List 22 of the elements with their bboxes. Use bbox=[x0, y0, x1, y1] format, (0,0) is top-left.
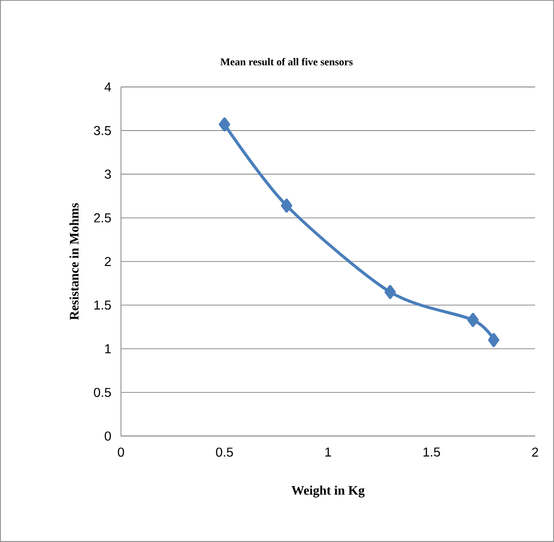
point bbox=[280, 198, 292, 213]
y-tick-label: 0.5 bbox=[94, 388, 111, 397]
y-tick-label: 2.5 bbox=[94, 213, 111, 222]
point bbox=[384, 285, 396, 300]
y-axis-title: Resistance in Mohms bbox=[69, 203, 79, 320]
y-tick-label: 3.5 bbox=[94, 126, 111, 136]
y-tick-label: 0 bbox=[104, 431, 111, 441]
x-tick-label: 1.5 bbox=[424, 448, 440, 457]
y-tick-label: 2 bbox=[104, 256, 111, 266]
x-tick-label: 2 bbox=[532, 448, 538, 457]
y-tick-label: 3 bbox=[104, 170, 111, 179]
x-tick-label: 0.5 bbox=[216, 448, 233, 457]
chart-title: Mean result of all five sensors bbox=[220, 58, 353, 66]
x-axis-title: Weight in Kg bbox=[292, 486, 365, 498]
y-tick-label: 4 bbox=[104, 82, 112, 92]
y-tick-label: 1.5 bbox=[94, 300, 111, 310]
x-tick-label: 0 bbox=[118, 448, 124, 457]
point bbox=[218, 117, 230, 132]
point bbox=[467, 312, 479, 327]
point bbox=[488, 333, 500, 348]
y-tick-label: 1 bbox=[105, 344, 111, 354]
x-tick-label: 1 bbox=[325, 448, 332, 456]
